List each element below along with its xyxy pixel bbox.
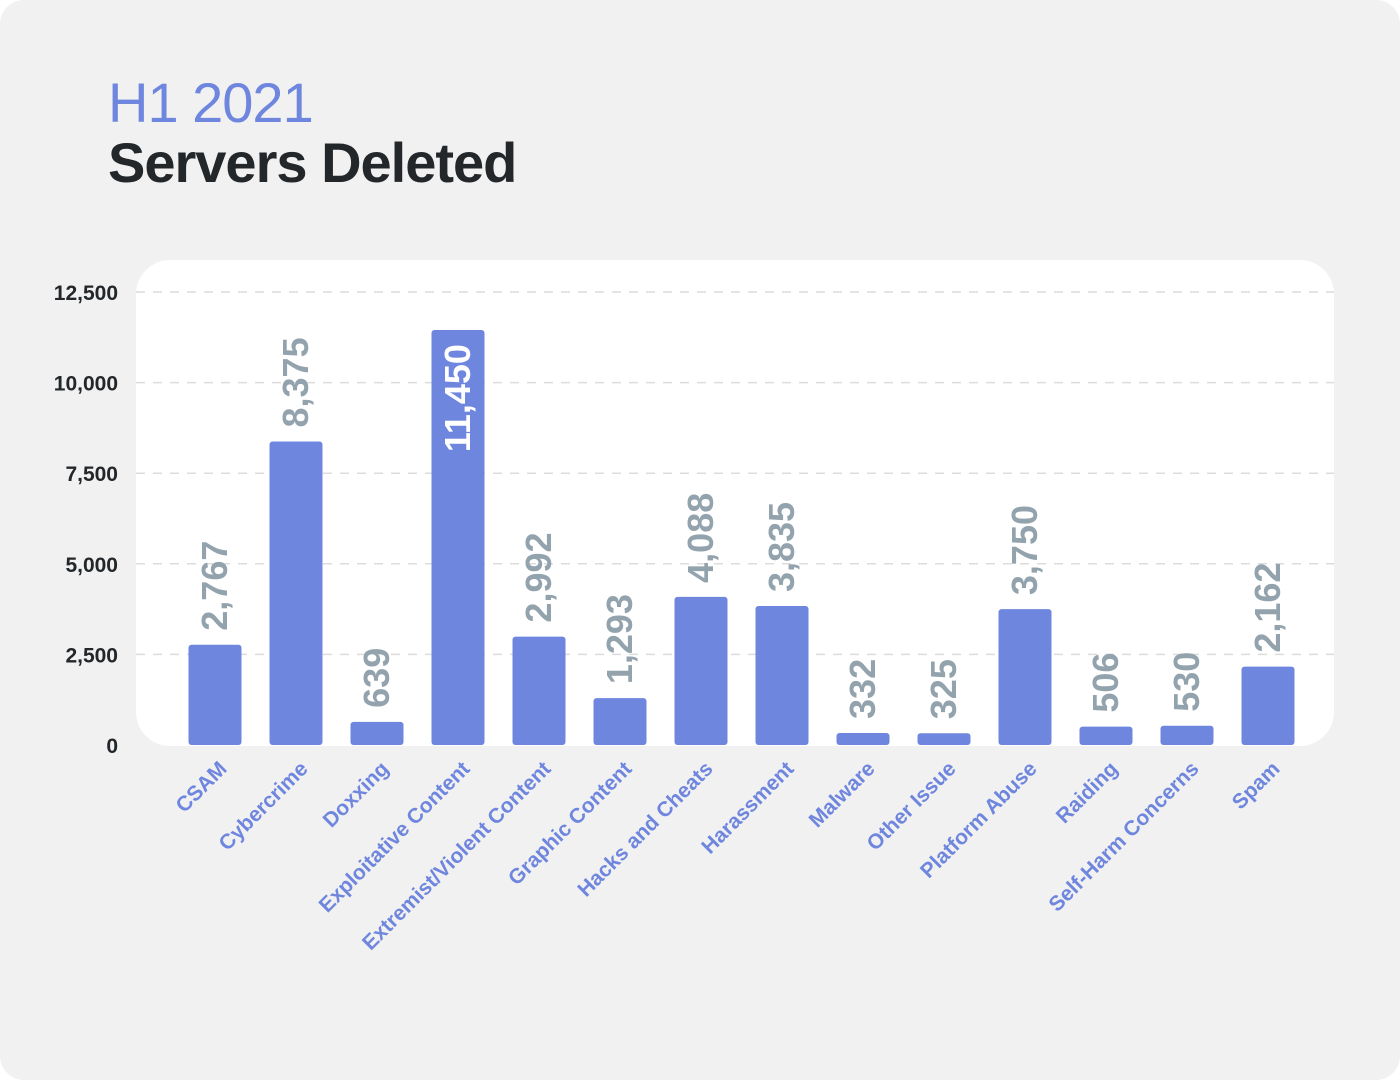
bar — [917, 733, 971, 745]
value-label: 1,293 — [599, 594, 640, 684]
value-label: 639 — [356, 648, 397, 708]
value-label: 530 — [1166, 652, 1207, 712]
bar — [1079, 726, 1133, 745]
y-tick-label: 10,000 — [54, 373, 118, 396]
bar — [998, 609, 1052, 745]
value-label: 2,992 — [518, 532, 559, 622]
bar — [674, 596, 728, 745]
value-label: 332 — [842, 659, 883, 719]
bar — [755, 606, 809, 745]
bar — [431, 330, 485, 745]
value-label: 3,750 — [1004, 505, 1045, 595]
value-label: 3,835 — [761, 502, 802, 592]
value-label: 11,450 — [437, 344, 478, 452]
bar — [1160, 725, 1214, 745]
y-tick-label: 7,500 — [65, 463, 118, 486]
value-label: 2,767 — [194, 541, 235, 631]
value-label: 2,162 — [1247, 563, 1288, 653]
bar — [836, 732, 890, 745]
bar — [269, 441, 323, 745]
value-label: 506 — [1085, 653, 1126, 713]
y-tick-label: 0 — [106, 735, 118, 758]
chart-title: Servers Deleted — [108, 131, 517, 194]
chart-kicker: H1 2021 — [108, 71, 314, 134]
y-tick-label: 5,000 — [65, 554, 118, 577]
bar — [1241, 666, 1295, 745]
bar — [188, 644, 242, 745]
value-label: 8,375 — [275, 337, 316, 427]
bar — [593, 698, 647, 745]
y-tick-label: 2,500 — [65, 644, 118, 667]
bar — [350, 721, 404, 745]
value-label: 4,088 — [680, 493, 721, 583]
value-label: 325 — [923, 659, 964, 719]
bar — [512, 636, 566, 745]
y-tick-label: 12,500 — [54, 282, 118, 305]
